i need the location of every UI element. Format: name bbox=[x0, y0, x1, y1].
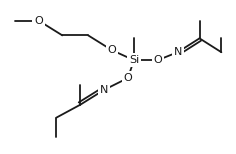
Text: N: N bbox=[173, 47, 182, 57]
Text: O: O bbox=[124, 73, 132, 83]
Text: Si: Si bbox=[129, 55, 139, 65]
Text: O: O bbox=[153, 55, 162, 65]
Text: N: N bbox=[100, 85, 108, 95]
Text: O: O bbox=[34, 16, 43, 26]
Text: O: O bbox=[108, 45, 116, 55]
